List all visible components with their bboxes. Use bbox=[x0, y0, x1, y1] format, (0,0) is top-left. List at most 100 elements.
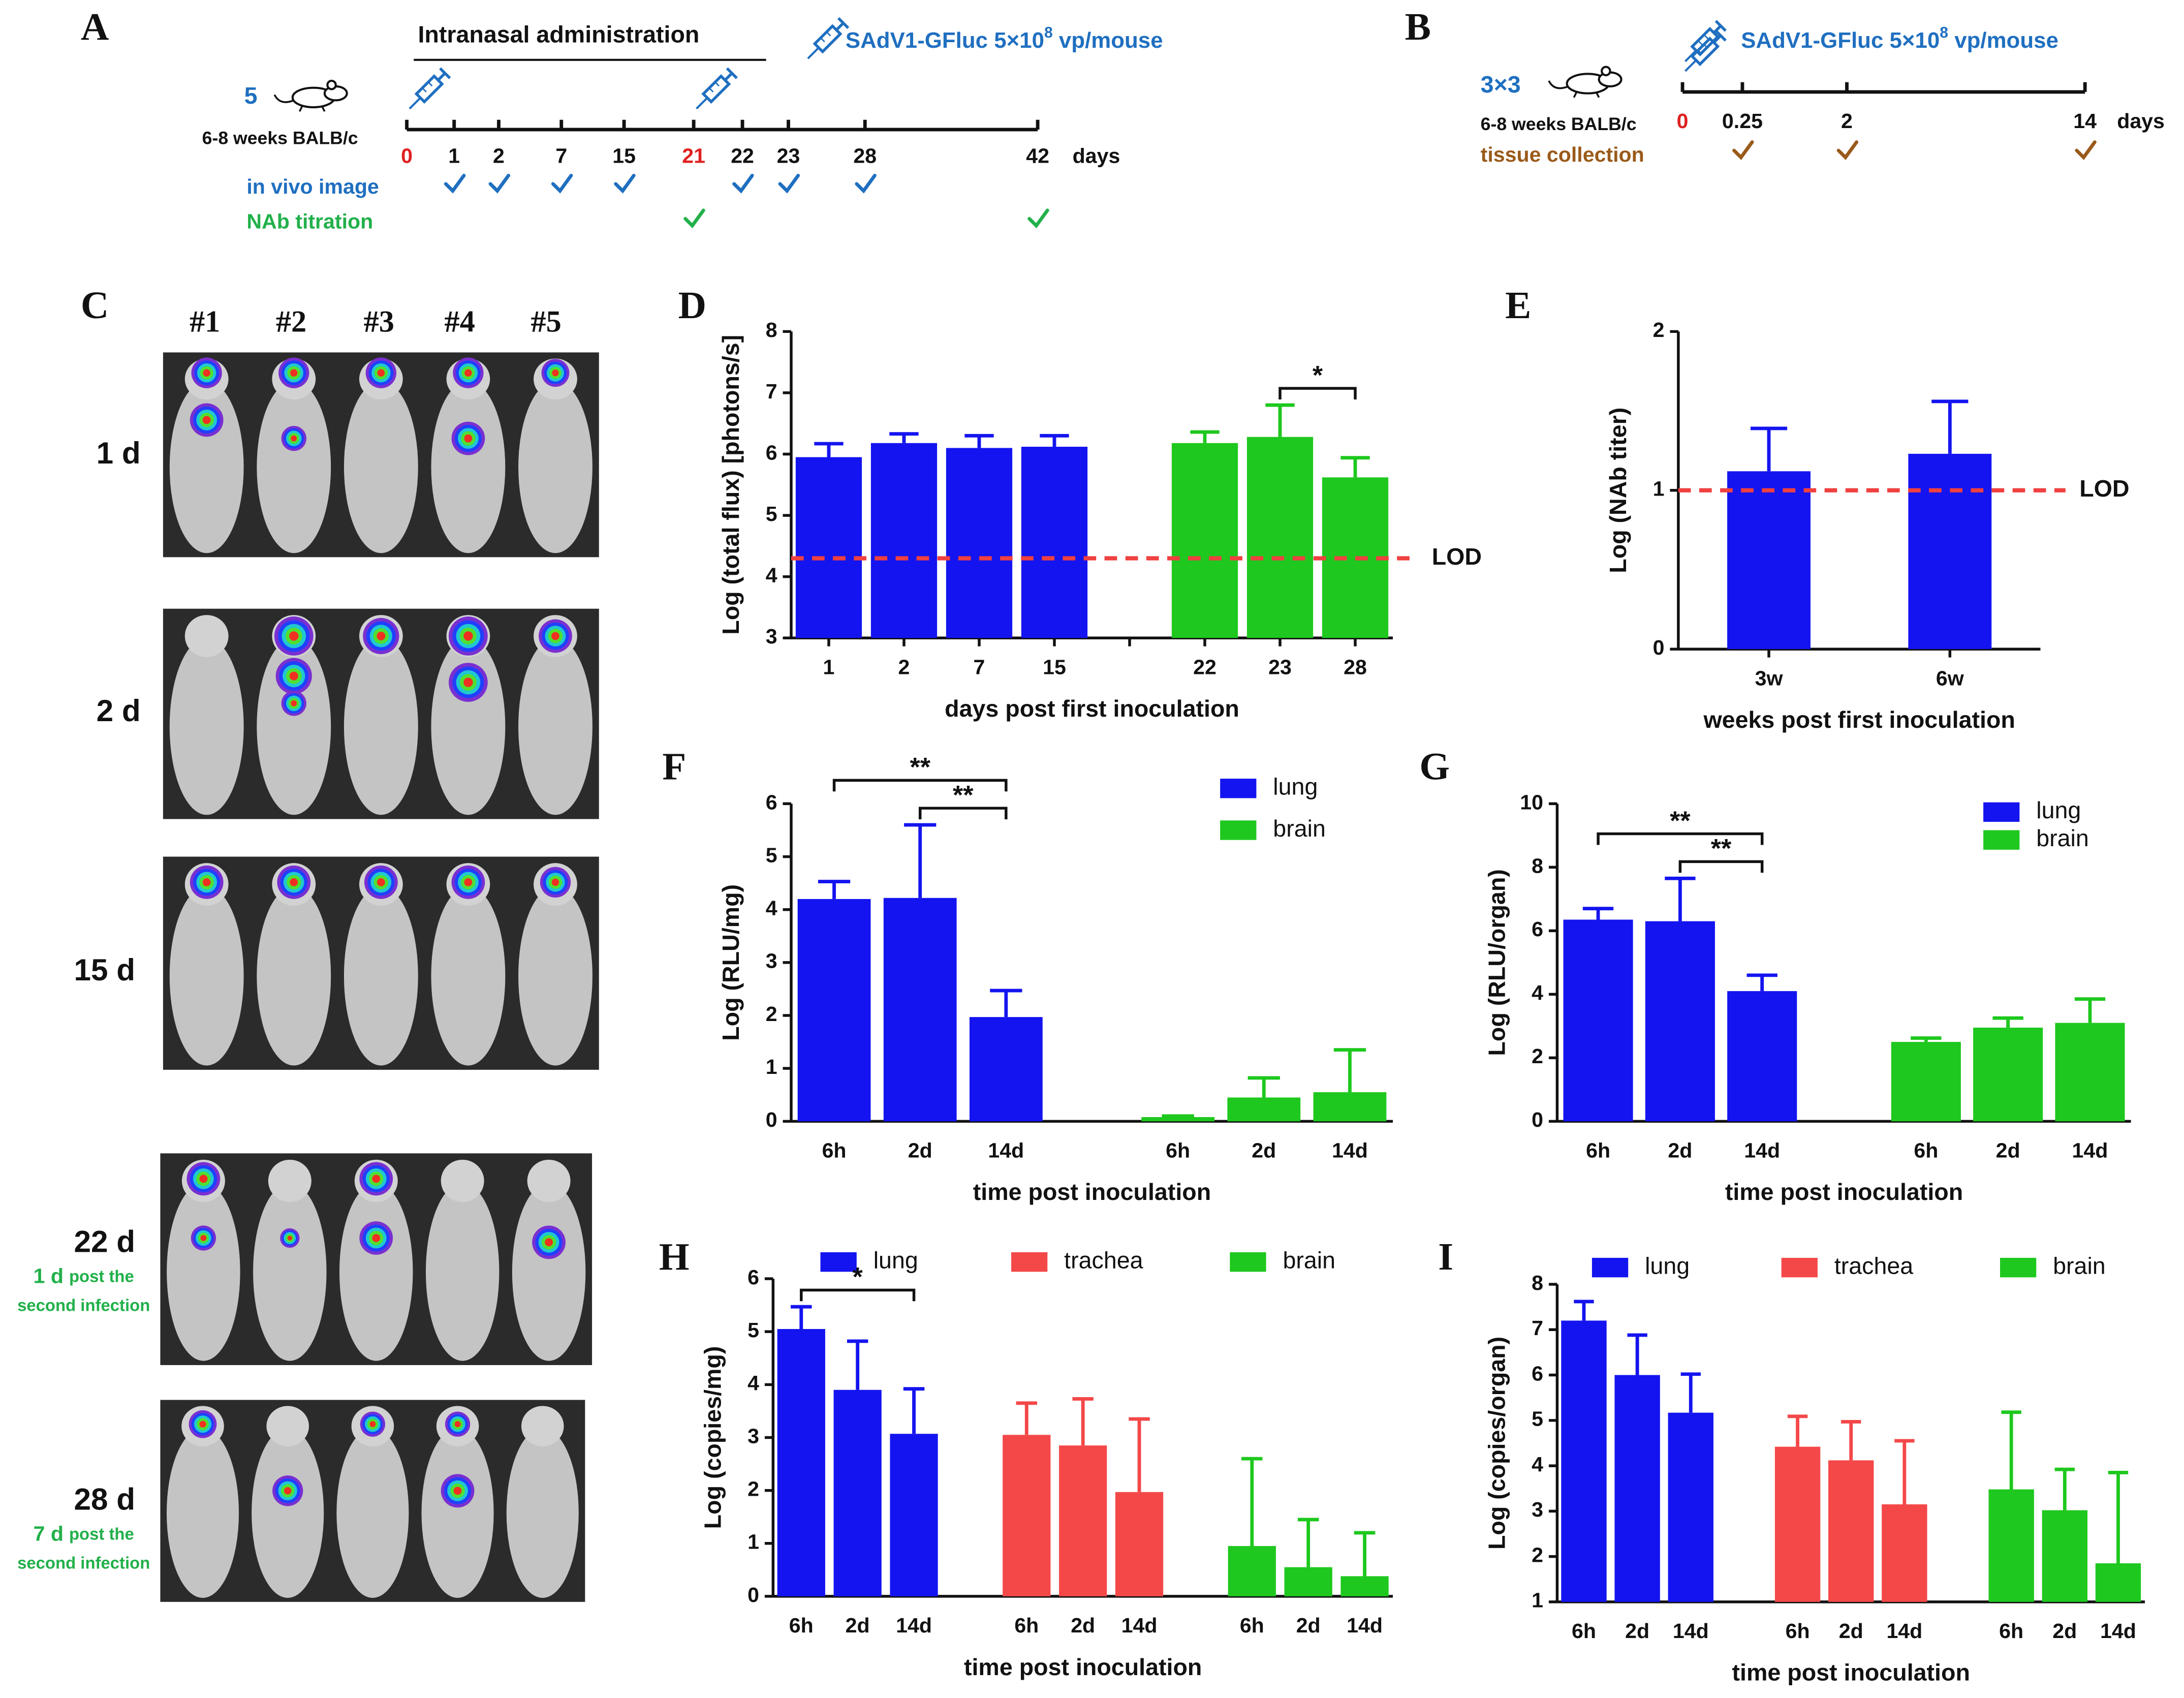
y-tick-label: 4 bbox=[1532, 1453, 1543, 1476]
bar bbox=[2055, 1023, 2125, 1122]
row-note: second infection bbox=[17, 1296, 150, 1315]
y-tick-label: 2 bbox=[1653, 318, 1665, 342]
mouse-body bbox=[166, 1428, 239, 1598]
mouse-body bbox=[257, 886, 331, 1066]
x-tick-label: 2d bbox=[846, 1614, 870, 1637]
x-tick-label: 14d bbox=[1673, 1619, 1709, 1643]
x-tick-label: 6w bbox=[1936, 666, 1964, 690]
note-rest: post the bbox=[69, 1524, 134, 1543]
vector-sup: 8 bbox=[1940, 24, 1948, 41]
syringe-handle bbox=[726, 67, 738, 79]
x-tick-label: 15 bbox=[1043, 655, 1066, 678]
signal-blob bbox=[291, 435, 297, 442]
bar bbox=[1340, 1576, 1389, 1596]
mouse-count: 3×3 bbox=[1481, 71, 1521, 98]
legend-swatch bbox=[1011, 1252, 1048, 1272]
strain-label: 6-8 weeks BALB/c bbox=[1481, 114, 1637, 134]
syringe-scale bbox=[1703, 44, 1709, 49]
syringe-plunger bbox=[437, 72, 446, 81]
y-tick-label: 1 bbox=[747, 1530, 759, 1554]
error-bar bbox=[1750, 426, 1788, 472]
row-label: 28 d bbox=[74, 1481, 135, 1516]
syringe-needle bbox=[1684, 59, 1697, 72]
syringe-scale bbox=[714, 81, 720, 87]
mouse-body bbox=[253, 1183, 327, 1361]
syringe-plunger bbox=[1712, 35, 1722, 44]
x-tick-label: 2d bbox=[1296, 1614, 1321, 1637]
x-tick-label: 6h bbox=[1999, 1619, 2023, 1643]
signal-blob bbox=[552, 369, 559, 377]
mouse-head bbox=[441, 1159, 484, 1202]
y-tick-label: 4 bbox=[747, 1371, 759, 1395]
mouse-ear bbox=[1601, 66, 1611, 77]
y-tick-label: 5 bbox=[1532, 1407, 1543, 1431]
x-axis-label: time post inoculation bbox=[1725, 1179, 1963, 1205]
syringe-icon bbox=[409, 67, 451, 110]
signal-blob bbox=[284, 1487, 292, 1495]
signal-blob bbox=[453, 1487, 462, 1495]
x-tick-label: 2d bbox=[1996, 1138, 2020, 1162]
signal-blob bbox=[464, 434, 473, 443]
legend-swatch bbox=[1983, 830, 2020, 850]
error-bar bbox=[990, 989, 1022, 1017]
timeline-tick-label: 2 bbox=[1841, 109, 1853, 133]
y-tick-label: 1 bbox=[1532, 1589, 1543, 1612]
signal-blob bbox=[199, 1175, 208, 1183]
bar bbox=[870, 443, 938, 638]
mouse-body bbox=[518, 381, 592, 553]
x-tick-label: 6h bbox=[1240, 1614, 1264, 1637]
signal-blob bbox=[372, 1175, 381, 1183]
legend-swatch bbox=[1220, 820, 1257, 840]
bar bbox=[1614, 1375, 1660, 1602]
bar bbox=[833, 1390, 882, 1596]
error-bar bbox=[1016, 1401, 1038, 1435]
y-tick-label: 2 bbox=[1532, 1044, 1543, 1068]
x-tick-label: 28 bbox=[1344, 655, 1367, 678]
error-bar bbox=[903, 1387, 925, 1434]
error-bar bbox=[791, 1305, 812, 1329]
error-bar bbox=[2074, 997, 2106, 1023]
y-tick-label: 10 bbox=[1520, 790, 1543, 814]
timeline-heading: Intranasal administration bbox=[418, 21, 699, 48]
bar bbox=[1645, 921, 1715, 1122]
syringe-icon bbox=[807, 17, 850, 59]
y-axis-label: Log (copies/organ) bbox=[1484, 1337, 1510, 1550]
check-mark bbox=[551, 173, 573, 194]
bar bbox=[2042, 1510, 2087, 1602]
timeline-tick-label: 2 bbox=[493, 144, 505, 168]
syringe-scale bbox=[820, 37, 825, 43]
significance-label: ** bbox=[953, 781, 974, 810]
check-mark bbox=[614, 173, 636, 194]
bar bbox=[797, 899, 871, 1122]
significance-bracket bbox=[800, 1288, 916, 1302]
bar bbox=[1171, 443, 1238, 638]
signal-blob bbox=[372, 1234, 381, 1242]
mouse-head bbox=[268, 1159, 311, 1202]
check-mark bbox=[1732, 140, 1754, 160]
x-tick-label: 14d bbox=[1332, 1138, 1368, 1162]
signal-blob bbox=[289, 671, 298, 681]
bar bbox=[1891, 1042, 1961, 1122]
bar bbox=[1561, 1320, 1607, 1602]
syringe-needle bbox=[696, 97, 708, 110]
signal-blob bbox=[289, 631, 299, 641]
x-tick-label: 14d bbox=[896, 1614, 932, 1637]
significance-bracket bbox=[918, 807, 1008, 820]
panel-label: G bbox=[1419, 745, 1450, 788]
signal-blob bbox=[551, 632, 559, 640]
y-tick-label: 4 bbox=[766, 897, 777, 920]
mouse-head bbox=[266, 1406, 309, 1446]
mouse-header: #2 bbox=[276, 304, 306, 338]
timeline-row-label: in vivo image bbox=[246, 175, 379, 198]
check-mark bbox=[732, 173, 754, 194]
error-bar bbox=[2054, 1467, 2075, 1510]
error-bar bbox=[964, 434, 994, 448]
syringe-handle bbox=[439, 67, 451, 79]
panel-label: D bbox=[678, 284, 706, 327]
legend-label: brain bbox=[2036, 825, 2089, 851]
y-tick-label: 6 bbox=[1532, 1362, 1543, 1385]
error-bar bbox=[1582, 907, 1614, 920]
x-tick-label: 7 bbox=[974, 655, 985, 678]
x-tick-label: 6h bbox=[1572, 1619, 1596, 1643]
significance-bracket bbox=[832, 779, 1008, 792]
